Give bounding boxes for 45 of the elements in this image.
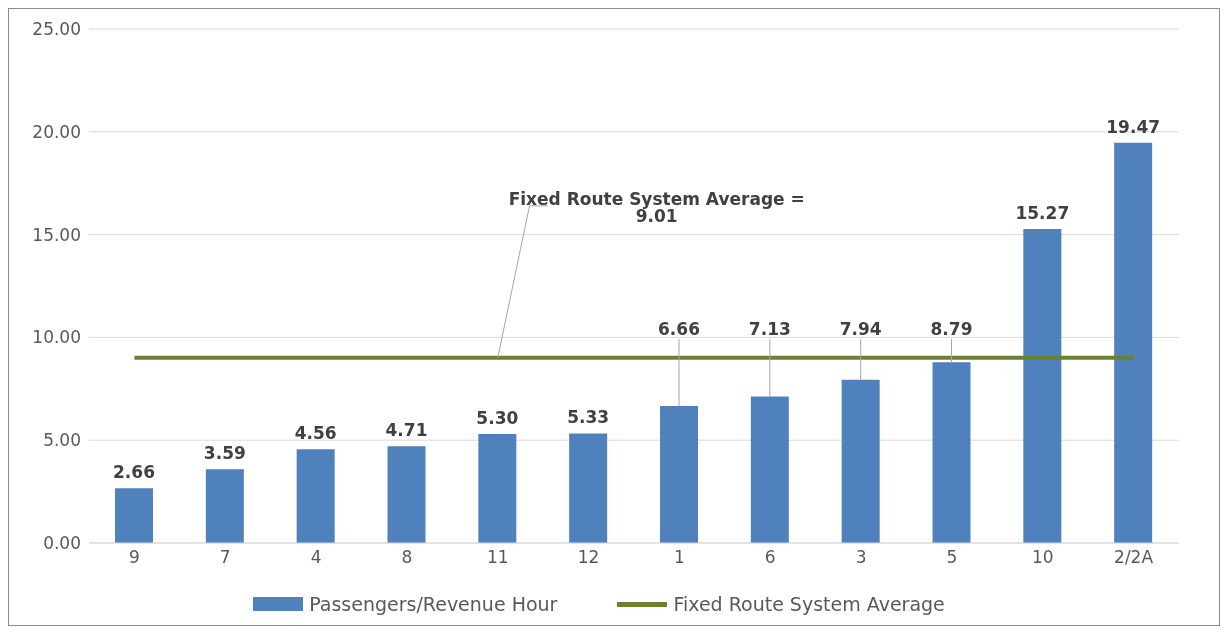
legend-label: Passengers/Revenue Hour — [309, 593, 558, 615]
bar — [478, 434, 517, 543]
data-label: 5.33 — [567, 407, 610, 428]
x-tick-label: 12 — [577, 547, 600, 568]
x-tick-label: 10 — [1031, 547, 1054, 568]
x-tick-label: 4 — [310, 547, 322, 568]
data-label: 8.79 — [930, 319, 973, 340]
data-label: 7.94 — [839, 319, 882, 340]
y-tick-label: 20.00 — [32, 121, 81, 142]
bar — [660, 406, 698, 543]
y-tick-label: 10.00 — [32, 327, 81, 348]
data-label: 2.66 — [113, 462, 155, 483]
x-tick-label: 2/2A — [1114, 547, 1154, 568]
y-tick-label: 5.00 — [43, 430, 81, 451]
data-label: 19.47 — [1106, 116, 1161, 137]
annotation: Fixed Route System Average = 9.01 — [508, 189, 805, 227]
bar — [750, 396, 789, 543]
bar — [205, 469, 244, 543]
y-tick-label: 0.00 — [43, 533, 81, 554]
x-tick-label: 9 — [129, 547, 140, 568]
bar — [296, 449, 335, 543]
x-tick-label: 1 — [674, 547, 685, 568]
data-label: 15.27 — [1015, 203, 1070, 224]
x-tick-label: 6 — [764, 547, 776, 568]
legend-label: Fixed Route System Average — [673, 593, 945, 615]
bar — [1023, 229, 1062, 543]
bar — [569, 433, 608, 543]
y-tick-label: 25.00 — [32, 19, 81, 40]
data-label: 5.30 — [476, 408, 519, 429]
data-label: 4.71 — [385, 420, 428, 441]
data-label: 4.56 — [294, 423, 337, 444]
x-tick-label: 3 — [855, 547, 867, 568]
x-tick-label: 8 — [401, 547, 413, 568]
bar — [932, 362, 971, 543]
bar — [1114, 142, 1153, 543]
x-tick-label: 11 — [486, 547, 509, 568]
y-tick-label: 15.00 — [32, 224, 81, 245]
data-label: 3.59 — [203, 443, 246, 464]
data-label: 7.13 — [748, 319, 791, 340]
bar — [115, 488, 153, 543]
bar — [387, 446, 426, 543]
data-label: 6.66 — [658, 319, 700, 340]
x-tick-label: 5 — [946, 547, 958, 568]
bar — [841, 379, 880, 543]
x-tick-label: 7 — [219, 547, 231, 568]
